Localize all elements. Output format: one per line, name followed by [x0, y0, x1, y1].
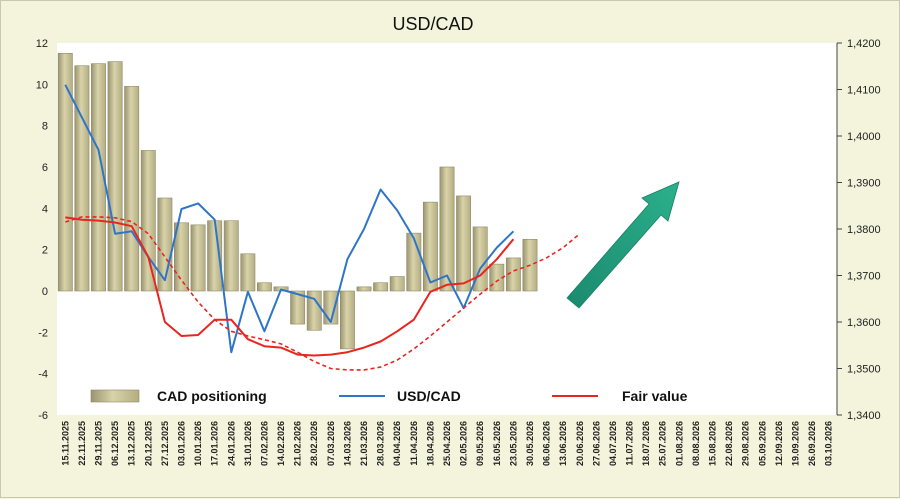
right-tick-label: 1,4000 [847, 131, 881, 143]
x-tick-label: 20.12.2025 [143, 421, 153, 466]
x-tick-label: 11.04.2026 [409, 421, 419, 466]
x-tick-label: 08.08.2026 [691, 421, 701, 466]
left-tick-label: -6 [38, 410, 48, 422]
legend-label: Fair value [622, 388, 688, 404]
x-tick-label: 06.06.2026 [542, 421, 552, 466]
right-tick-label: 1,3700 [847, 271, 881, 283]
x-tick-label: 16.05.2026 [492, 421, 502, 466]
cad-positioning-bar [306, 290, 322, 331]
x-tick-label: 12.09.2026 [774, 421, 784, 466]
cad-positioning-bar [505, 257, 521, 292]
x-tick-label: 29.08.2026 [741, 421, 751, 466]
right-tick-label: 1,3800 [847, 224, 881, 236]
left-tick-label: -4 [38, 369, 48, 381]
x-tick-label: 01.08.2026 [674, 421, 684, 466]
x-tick-label: 04.07.2026 [608, 421, 618, 466]
x-tick-label: 15.11.2025 [60, 421, 70, 466]
cad-positioning-bar [422, 201, 438, 292]
cad-positioning-bar [356, 286, 372, 292]
x-tick-label: 09.05.2026 [475, 421, 485, 466]
x-tick-label: 31.01.2026 [243, 421, 253, 466]
right-tick-label: 1,3600 [847, 317, 881, 329]
x-tick-label: 22.08.2026 [724, 421, 734, 466]
right-tick-label: 1,3400 [847, 410, 881, 422]
x-tick-label: 20.06.2026 [575, 421, 585, 466]
cad-positioning-bar [174, 222, 189, 292]
cad-positioning-bar [406, 232, 422, 292]
x-tick-label: 07.03.2026 [326, 421, 336, 466]
cad-positioning-bar [57, 53, 73, 292]
cad-positioning-bar [257, 282, 272, 292]
x-tick-label: 04.04.2026 [392, 421, 402, 466]
fair-value-line [65, 216, 515, 357]
x-tick-label: 07.02.2026 [259, 421, 269, 466]
x-tick-label: 23.05.2026 [508, 421, 518, 466]
cad-positioning-bar [373, 282, 389, 292]
x-tick-label: 19.09.2026 [791, 421, 801, 466]
x-tick-label: 24.01.2026 [226, 421, 236, 466]
x-tick-label: 18.04.2026 [425, 421, 435, 466]
cad-positioning-bar [190, 224, 206, 292]
cad-positioning-bar [124, 86, 140, 292]
x-tick-label: 22.11.2025 [77, 421, 87, 466]
right-tick-label: 1,3900 [847, 178, 881, 190]
x-tick-label: 21.03.2026 [359, 421, 369, 466]
x-tick-label: 06.12.2025 [110, 421, 120, 466]
x-tick-label: 27.06.2026 [591, 421, 601, 466]
legend-label: CAD positioning [157, 388, 267, 404]
x-tick-label: 21.02.2026 [293, 421, 303, 466]
usdcad-line [64, 84, 515, 354]
x-tick-label: 25.07.2026 [658, 421, 668, 466]
legend-swatch-bar [90, 389, 140, 403]
cad-positioning-bar [456, 195, 472, 292]
x-tick-label: 13.06.2026 [558, 421, 568, 466]
x-tick-label: 05.09.2026 [757, 421, 767, 466]
cad-positioning-bar [240, 253, 256, 292]
x-tick-label: 13.12.2025 [127, 421, 137, 466]
x-tick-label: 15.08.2026 [708, 421, 718, 466]
x-tick-label: 28.02.2026 [309, 421, 319, 466]
cad-positioning-bar [339, 290, 355, 350]
cad-positioning-bar [107, 61, 123, 292]
x-tick-label: 30.05.2026 [525, 421, 535, 466]
chart-title: USD/CAD [392, 14, 473, 34]
right-tick-label: 1,3500 [847, 364, 881, 376]
x-tick-label: 11.07.2026 [625, 421, 635, 466]
x-tick-label: 29.11.2025 [93, 421, 103, 466]
x-tick-label: 17.01.2026 [210, 421, 220, 466]
cad-positioning-bar [91, 63, 106, 292]
cad-positioning-bar [140, 150, 156, 292]
left-tick-label: -2 [38, 327, 48, 339]
left-tick-label: 10 [36, 79, 48, 91]
x-tick-label: 18.07.2026 [641, 421, 651, 466]
x-tick-label: 10.01.2026 [193, 421, 203, 466]
cad-positioning-bar [74, 65, 90, 292]
x-tick-label: 14.03.2026 [342, 421, 352, 466]
cad-positioning-bar [389, 276, 405, 292]
x-tick-label: 25.04.2026 [442, 421, 452, 466]
legend-label: USD/CAD [397, 388, 461, 404]
x-tick-label: 28.03.2026 [376, 421, 386, 466]
x-tick-label: 27.12.2025 [160, 421, 170, 466]
cad-positioning-bar [439, 166, 455, 292]
left-tick-label: 8 [42, 121, 48, 133]
right-tick-label: 1,4200 [847, 38, 881, 50]
left-tick-label: 2 [42, 245, 48, 257]
right-tick-label: 1,4100 [847, 85, 881, 97]
left-tick-label: 12 [36, 38, 48, 50]
cad-positioning-bar [223, 220, 239, 292]
cad-positioning-bar [290, 290, 306, 325]
x-tick-label: 14.02.2026 [276, 421, 286, 466]
left-tick-label: 4 [42, 203, 48, 215]
trend-arrow-icon [566, 181, 680, 309]
x-tick-label: 03.01.2026 [176, 421, 186, 466]
x-tick-label: 26.09.2026 [807, 421, 817, 466]
x-tick-label: 03.10.2026 [824, 421, 834, 466]
fair-value-forecast-line [65, 216, 581, 371]
x-tick-label: 02.05.2026 [459, 421, 469, 466]
left-tick-label: 0 [42, 286, 48, 298]
left-tick-label: 6 [42, 162, 48, 174]
